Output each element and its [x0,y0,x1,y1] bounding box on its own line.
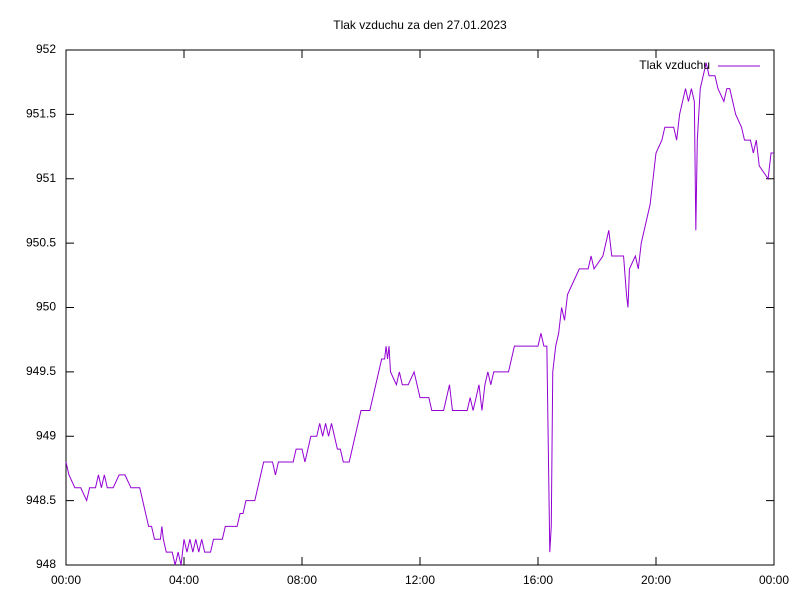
y-tick-label: 950.5 [26,235,56,249]
data-line [65,62,774,566]
y-tick-label: 951.5 [26,107,56,121]
y-tick-label: 952 [36,42,56,56]
x-tick-label: 20:00 [641,573,671,587]
y-tick-label: 949.5 [26,364,56,378]
chart-title: Tlak vzduchu za den 27.01.2023 [333,18,507,32]
x-tick-label: 04:00 [169,573,199,587]
x-tick-label: 08:00 [287,573,317,587]
legend-label: Tlak vzduchu [639,58,710,72]
y-tick-label: 951 [36,171,56,185]
plot-border [65,49,775,566]
y-tick-label: 948.5 [26,493,56,507]
y-tick-label: 950 [36,300,56,314]
x-tick-label: 12:00 [405,573,435,587]
x-tick-label: 00:00 [759,573,789,587]
x-tick-label: 00:00 [51,573,81,587]
y-tick-label: 949 [36,428,56,442]
y-tick-label: 948 [36,557,56,571]
x-tick-label: 16:00 [523,573,553,587]
